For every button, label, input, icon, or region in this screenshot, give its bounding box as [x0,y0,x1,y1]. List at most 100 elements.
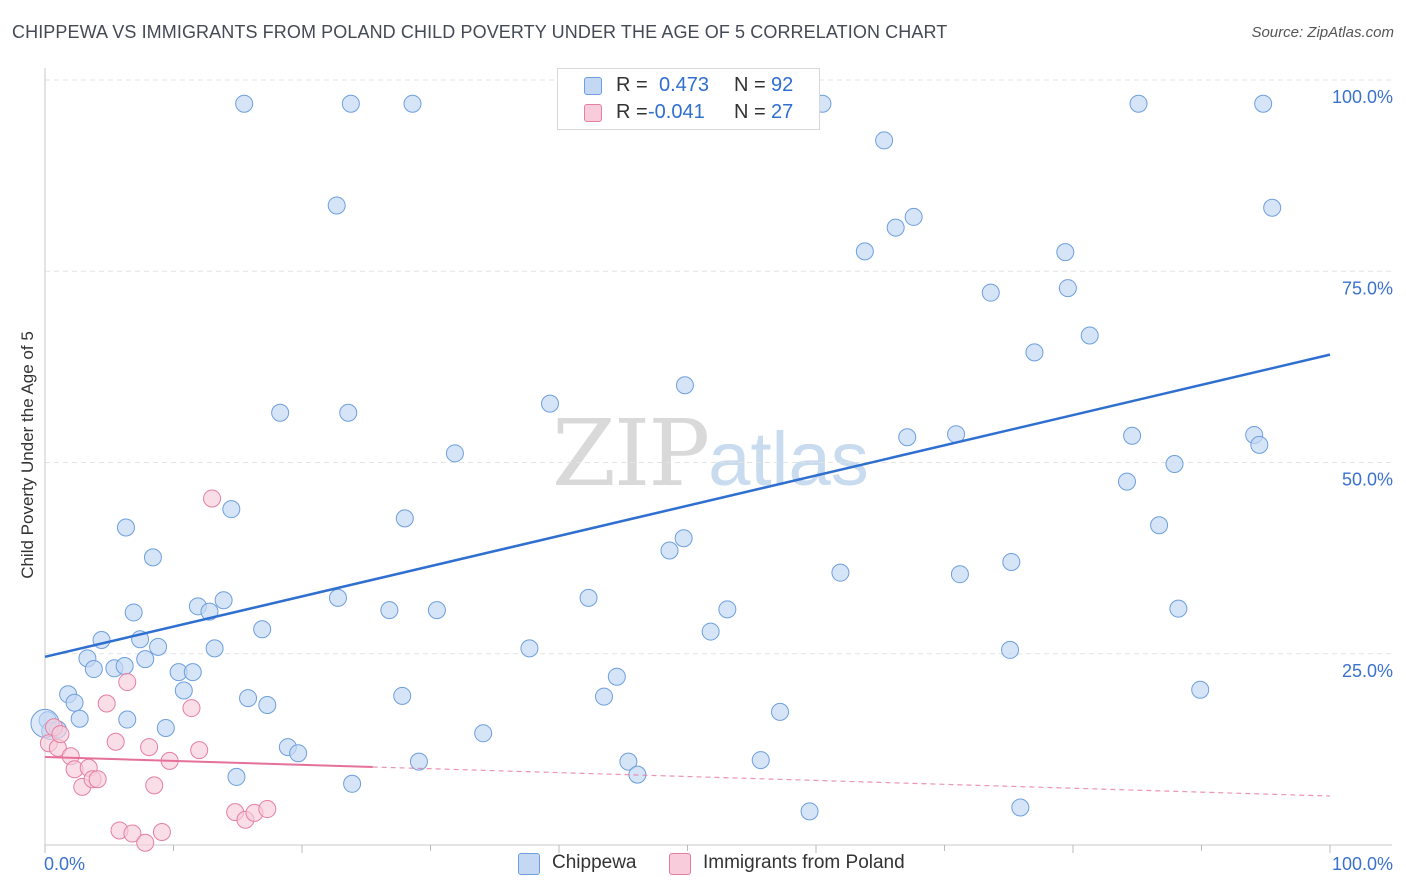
chippewa-point [1056,243,1075,262]
chippewa-point [395,509,414,528]
chippewa-point [289,744,308,763]
chippewa-point [1025,343,1044,362]
chippewa-point [771,702,790,721]
chippewa-point [258,696,277,715]
chippewa-point [1001,640,1020,659]
chippewa-point [594,687,613,706]
chippewa-point [143,548,162,567]
poland-n-value: 27 [771,101,794,123]
poland-point [190,741,209,760]
poland-point [258,800,277,819]
chippewa-point [1058,279,1077,298]
chart-title: CHIPPEWA VS IMMIGRANTS FROM POLAND CHILD… [12,22,948,42]
poland-point [136,833,155,852]
poland-point [140,738,159,757]
chippewa-point [751,751,770,770]
chippewa-point [1191,680,1210,699]
chippewa-point [1002,552,1021,571]
chippewa-point [718,600,737,619]
chippewa-point [981,283,1000,302]
poland-swatch [584,104,602,122]
watermark-zip: ZIP [552,400,710,507]
chippewa-point [675,376,694,395]
chippewa-point [950,565,969,584]
poland-legend-label: Immigrants from Poland [703,852,905,873]
source-label: Source: ZipAtlas.com [1251,24,1394,41]
poland-point [88,770,107,789]
chippewa-point [427,601,446,620]
chippewa-trend-line [44,353,1331,659]
chippewa-point [660,541,679,560]
chippewa-point [118,710,137,729]
x-tick-label: 0.0% [44,854,85,874]
chippewa-point [1123,426,1142,445]
chippewa-point [579,588,598,607]
n-label: N = [734,101,766,123]
chippewa-point [886,218,905,237]
chippewa-point [253,620,272,639]
chippewa-point [65,693,84,712]
chippewa-point [239,689,258,708]
chippewa-point [800,802,819,821]
poland-legend-swatch [669,853,691,875]
r-label: R = [616,74,648,96]
chippewa-point [1169,599,1188,618]
y-tick-label: 100.0% [1332,87,1393,107]
chippewa-point [327,196,346,215]
chippewa-point [235,94,254,113]
chippewa-point [674,529,693,548]
chippewa-point [875,131,894,150]
chippewa-point [904,207,923,226]
chippewa-point [380,601,399,620]
chippewa-point [1165,455,1184,474]
chippewa-point [84,660,103,679]
chippewa-point [1263,198,1282,217]
chippewa-point [619,752,638,771]
chippewa-point [227,767,246,786]
chippewa-point [409,752,428,771]
poland-point [118,673,137,692]
y-tick-label: 50.0% [1342,470,1393,490]
chippewa-r-value: 0.473 [659,74,710,96]
y-tick-label: 75.0% [1342,278,1393,298]
chippewa-point [149,637,168,656]
chippewa-point [343,774,362,793]
n-label: N = [734,74,766,96]
chippewa-point [1129,94,1148,113]
chippewa-point [214,591,233,610]
chippewa-point [403,94,422,113]
poland-trend-line [44,756,373,768]
chippewa-point [520,639,539,658]
chippewa-legend-label: Chippewa [552,852,637,873]
chippewa-point [174,681,193,700]
poland-point [203,489,222,508]
poland-point [97,694,116,713]
chippewa-point [222,500,241,519]
chippewa-point [271,403,290,422]
chippewa-point [445,444,464,463]
y-tick-label: 25.0% [1342,661,1393,681]
chippewa-point [898,428,917,447]
poland-r-value: -0.041 [648,101,705,123]
chippewa-swatch [584,77,602,95]
poland-point [106,732,125,751]
x-tick-label: 100.0% [1332,854,1393,874]
chippewa-point [607,667,626,686]
chippewa-point [136,650,155,669]
chippewa-point [831,563,850,582]
chippewa-point [183,663,202,682]
watermark: ZIPatlas [552,400,869,507]
chippewa-point [541,394,560,413]
chippewa-point [339,403,358,422]
chippewa-point [341,94,360,113]
chippewa-n-value: 92 [771,74,794,96]
chippewa-point [1254,94,1273,113]
poland-point [145,776,164,795]
chippewa-point [1117,472,1136,491]
chippewa-point [205,639,224,658]
poland-point [123,824,142,843]
chippewa-point [156,718,175,737]
chippewa-point [1150,516,1169,535]
poland-point [51,725,70,744]
